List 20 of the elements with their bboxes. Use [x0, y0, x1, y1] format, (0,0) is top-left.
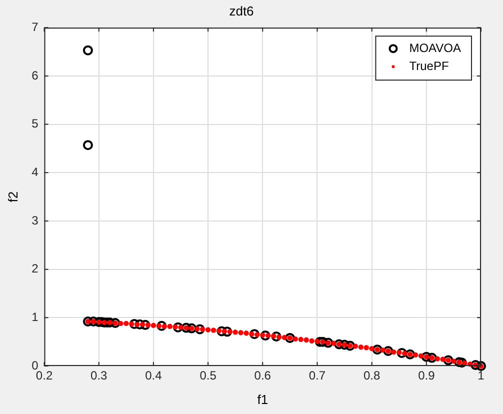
- y-tick-label: 3: [32, 213, 39, 228]
- y-tick-label: 7: [32, 20, 39, 34]
- y-tick-label: 1: [32, 310, 39, 324]
- legend-label: TruePF: [409, 58, 449, 73]
- y-tick-label: 4: [32, 164, 39, 179]
- x-tick-label: 1: [478, 368, 485, 383]
- x-tick-label: 0.7: [308, 368, 326, 383]
- y-tick-label: 2: [32, 262, 39, 276]
- y-axis-title: f2: [5, 191, 20, 202]
- x-tick-label: 0.6: [254, 368, 272, 383]
- y-tick-label: 6: [32, 68, 39, 82]
- x-axis-title: f1: [257, 392, 268, 407]
- x-tick-label: 0.9: [418, 368, 436, 383]
- y-tick-label: 5: [32, 116, 39, 131]
- legend-label: MOAVOA: [409, 40, 462, 55]
- x-tick-label: 0.3: [90, 368, 108, 383]
- x-tick-label: 0.8: [363, 368, 380, 383]
- x-tick-label: 0.5: [200, 368, 217, 383]
- x-tick-label: 0.4: [145, 368, 162, 383]
- chart-title: zdt6: [229, 3, 254, 18]
